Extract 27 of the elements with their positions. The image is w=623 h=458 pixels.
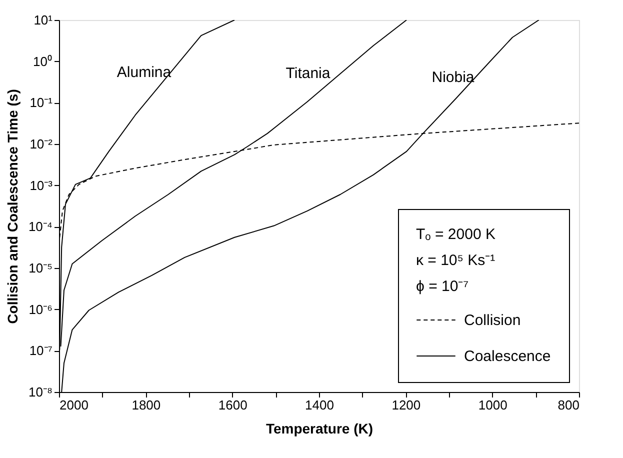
y-tick-label: 10⁻⁵ — [28, 260, 52, 276]
x-tick-label: 1800 — [132, 398, 161, 412]
series-label: Niobia — [432, 69, 475, 86]
series-label: Titania — [286, 65, 331, 82]
series-label: Alumina — [116, 64, 172, 81]
y-axis-title: Collision and Coalescence Time (s) — [4, 89, 20, 324]
annotation: ϕ = 10⁻⁷ — [416, 278, 469, 295]
annotation: Coalescence — [464, 348, 551, 365]
y-tick-label: 10⁻⁴ — [28, 219, 52, 234]
y-tick-label: 10⁻⁷ — [29, 343, 53, 358]
y-tick-label: 10⁻³ — [30, 178, 54, 193]
x-axis-title: Temperature (K) — [266, 420, 374, 436]
x-tick-label: 1200 — [392, 398, 421, 412]
x-tick-label: 1600 — [218, 398, 248, 412]
x-tick-label: 800 — [558, 398, 580, 412]
x-tick-label: 2000 — [60, 398, 88, 412]
x-tick-label: 1400 — [305, 398, 334, 412]
annotation: Tₒ = 2000 K — [416, 226, 496, 243]
x-tick-label: 1000 — [478, 398, 508, 412]
y-tick-label: 10¹ — [34, 12, 54, 28]
y-tick-label: 10⁻¹ — [30, 95, 54, 110]
y-tick-label: 10⁰ — [33, 54, 52, 69]
y-tick-label: 10⁻⁶ — [28, 302, 52, 317]
y-tick-label: 10⁻² — [30, 136, 54, 152]
y-tick-label: 10⁻⁸ — [28, 384, 52, 400]
legend-label: Collision — [464, 312, 521, 329]
annotation: κ = 10⁵ Ks⁻¹ — [416, 252, 496, 269]
